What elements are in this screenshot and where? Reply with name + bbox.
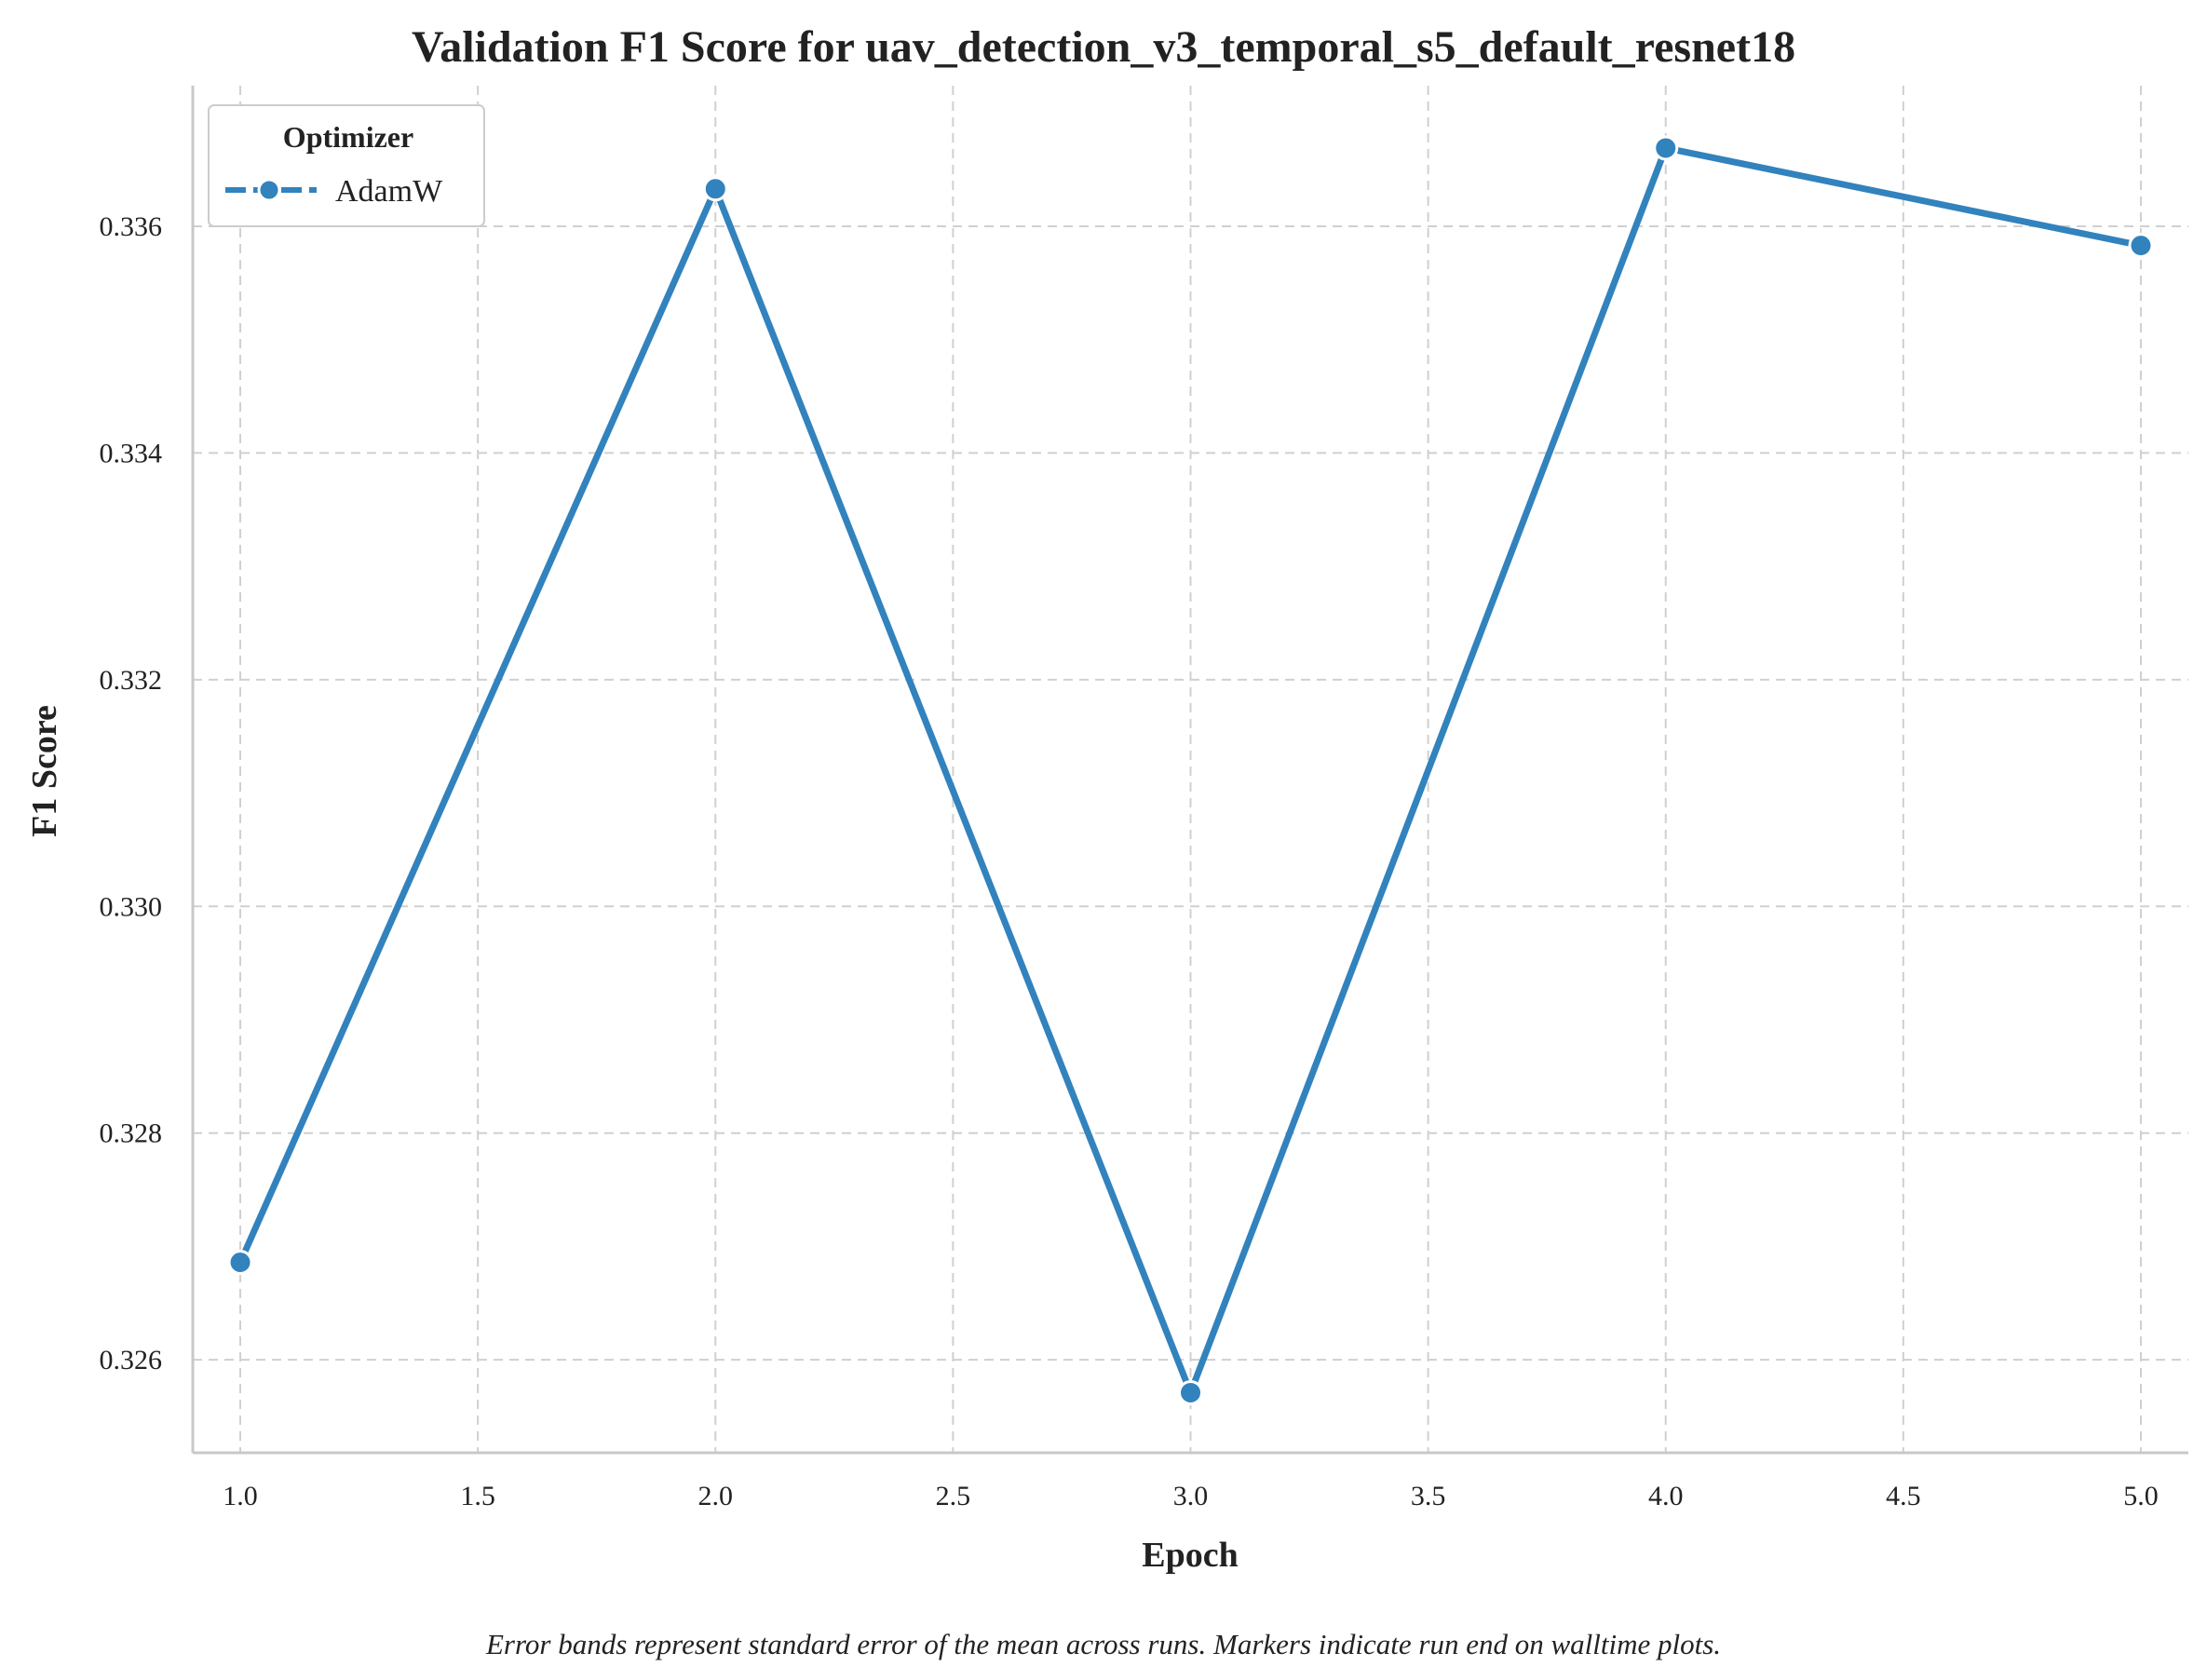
y-axis-label: F1 Score — [25, 705, 64, 837]
y-tick-label: 0.326 — [100, 1345, 163, 1375]
y-tick-label: 0.332 — [100, 665, 163, 696]
y-tick-label: 0.328 — [100, 1118, 163, 1149]
x-tick-labels: 1.0 1.5 2.0 2.5 3.0 3.5 4.0 4.5 5.0 — [223, 1481, 2158, 1511]
legend-entry-label: AdamW — [335, 174, 443, 209]
y-tick-labels: 0.326 0.328 0.330 0.332 0.334 0.336 — [100, 211, 163, 1375]
series-layer — [227, 135, 2154, 1405]
y-tick-label: 0.334 — [100, 438, 163, 468]
x-tick-label: 3.5 — [1411, 1481, 1446, 1511]
grid — [193, 86, 2188, 1453]
x-axis-label: Epoch — [1142, 1536, 1238, 1575]
data-point — [2128, 233, 2154, 259]
x-tick-label: 1.5 — [460, 1481, 495, 1511]
y-tick-label: 0.336 — [100, 211, 163, 242]
x-tick-label: 4.5 — [1886, 1481, 1921, 1511]
data-point — [702, 176, 728, 202]
x-tick-label: 2.5 — [936, 1481, 971, 1511]
chart-caption: Error bands represent standard error of … — [485, 1628, 1721, 1660]
chart-title: Validation F1 Score for uav_detection_v3… — [412, 22, 1795, 72]
data-point — [227, 1250, 253, 1276]
legend-title: Optimizer — [283, 120, 413, 154]
legend: Optimizer AdamW — [208, 104, 485, 227]
legend-marker-swatch — [257, 178, 281, 202]
x-tick-label: 3.0 — [1173, 1481, 1209, 1511]
x-tick-label: 2.0 — [698, 1481, 734, 1511]
y-tick-label: 0.330 — [100, 891, 163, 922]
x-tick-label: 1.0 — [223, 1481, 258, 1511]
data-point — [1178, 1379, 1203, 1405]
x-tick-label: 5.0 — [2123, 1481, 2159, 1511]
x-tick-label: 4.0 — [1648, 1481, 1684, 1511]
data-point — [1653, 135, 1679, 161]
